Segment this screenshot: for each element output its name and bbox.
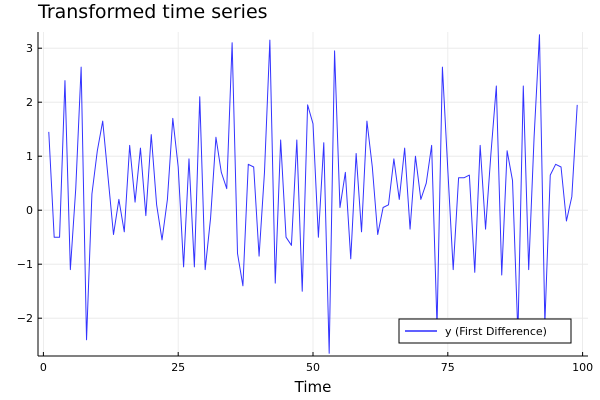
y-tick-label: 1 — [26, 150, 33, 163]
x-tick-label: 50 — [306, 361, 320, 374]
x-axis-ticks: 0 25 50 75 100 — [40, 352, 593, 374]
y-tick-label: −1 — [17, 258, 33, 271]
series-lines — [48, 34, 578, 354]
y-tick-label: 2 — [26, 96, 33, 109]
y-axis-ticks: −2 −1 0 1 2 3 — [17, 42, 42, 325]
y-tick-label: 3 — [26, 42, 33, 55]
y-tick-label: −2 — [17, 312, 33, 325]
legend-label: y (First Difference) — [445, 325, 547, 338]
x-tick-label: 0 — [40, 361, 47, 374]
x-tick-label: 75 — [441, 361, 455, 374]
legend: y (First Difference) — [398, 318, 572, 344]
x-tick-label: 100 — [572, 361, 593, 374]
x-axis-label: Time — [294, 378, 332, 396]
chart-title: Transformed time series — [37, 1, 268, 23]
y-tick-label: 0 — [26, 204, 33, 217]
series-line-0 — [48, 34, 578, 354]
x-tick-label: 25 — [171, 361, 185, 374]
